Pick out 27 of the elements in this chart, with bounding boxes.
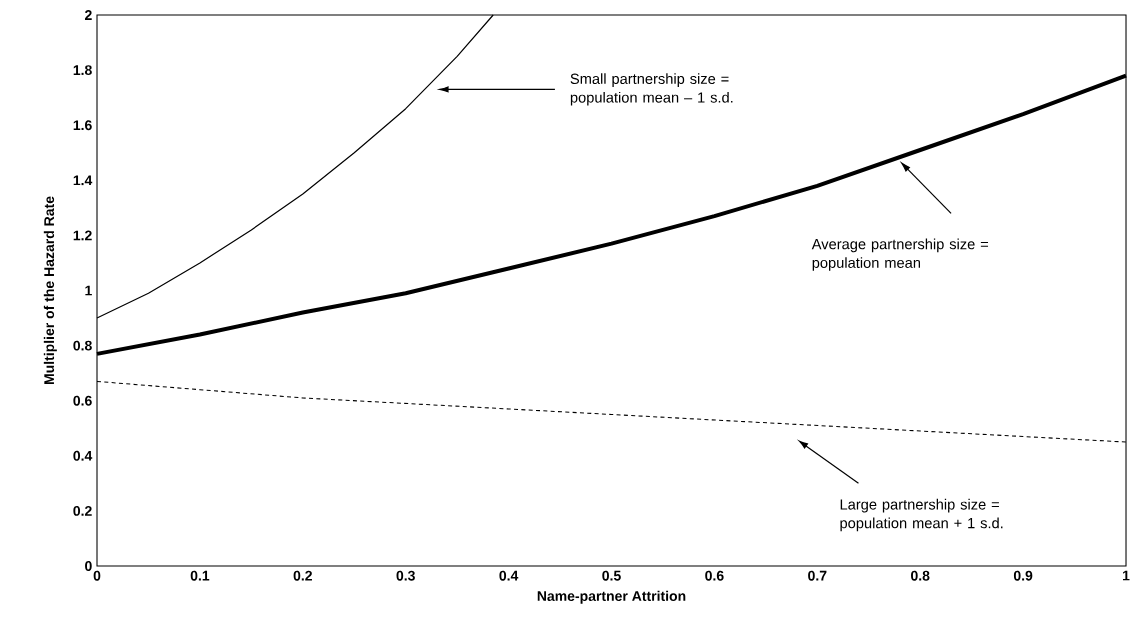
x-tick-label: 0.4	[499, 570, 519, 581]
x-tick-label: 0.9	[1013, 570, 1033, 581]
annotation: Large partnership size = population mean + 1 s.d.	[840, 498, 1003, 532]
x-tick-label: 0.5	[602, 570, 621, 581]
y-tick-label: 0	[85, 561, 92, 571]
y-axis-title: Multiplier of the Hazard Rate	[43, 196, 57, 385]
y-tick-label: 0.8	[73, 340, 92, 351]
y-tick-label: 1.4	[73, 175, 93, 186]
y-tick-label: 1.8	[73, 65, 92, 76]
annotation: Small partnership size = population mean – 1 s.d.	[570, 73, 733, 106]
x-tick-label: 0.7	[808, 570, 827, 581]
x-tick-label: 0.8	[911, 570, 930, 581]
x-axis-title: Name-partner Attrition	[537, 590, 686, 604]
y-tick-label: 1	[85, 285, 92, 296]
x-tick-label: 0.2	[293, 570, 312, 581]
x-tick-label: 0.3	[396, 570, 415, 581]
y-tick-label: 1.6	[73, 120, 92, 131]
x-tick-label: 0.6	[705, 570, 724, 581]
y-tick-label: 1.2	[73, 230, 92, 241]
y-tick-label: 2	[84, 10, 92, 20]
annotation: Average partnership size = population mean	[811, 238, 989, 271]
y-tick-label: 0.2	[73, 505, 92, 516]
y-tick-label: 0.4	[73, 450, 93, 461]
x-tick-label: 0.1	[190, 570, 210, 581]
y-tick-label: 0.6	[73, 395, 92, 406]
x-tick-label: 1	[1123, 570, 1130, 581]
x-tick-label: 0	[93, 570, 101, 581]
